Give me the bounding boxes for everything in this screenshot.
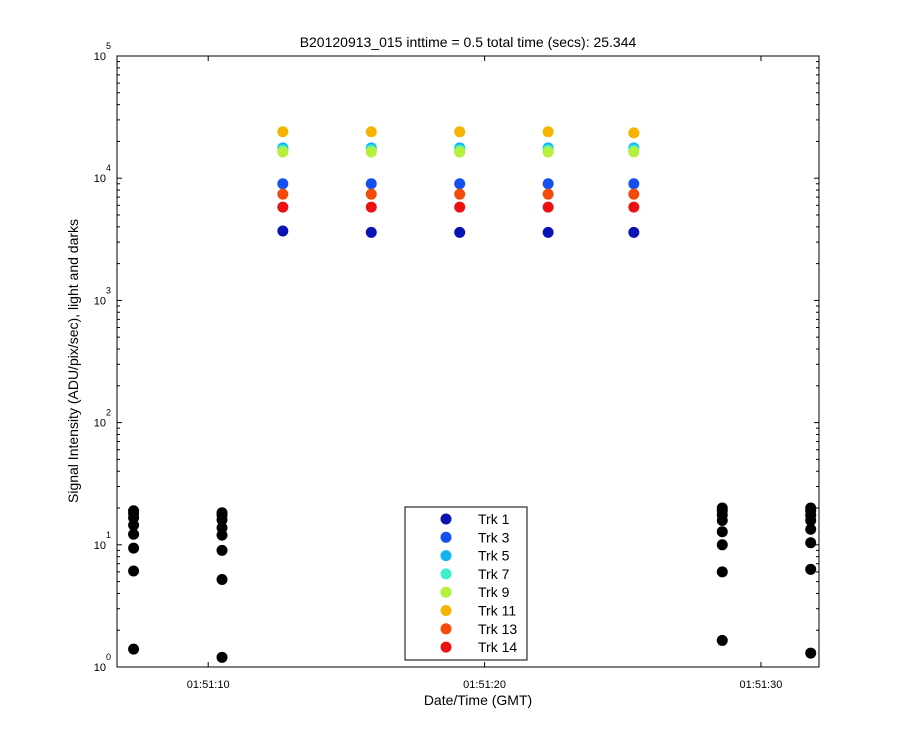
- legend-label: Trk 3: [478, 529, 510, 545]
- data-point: [365, 178, 377, 190]
- data-point: [628, 127, 640, 139]
- dark-point: [805, 537, 817, 549]
- y-tick-exponent: 0: [106, 652, 111, 662]
- legend-label: Trk 14: [478, 639, 517, 655]
- data-point: [454, 126, 466, 138]
- legend-marker: [440, 550, 452, 562]
- legend-box: [404, 506, 528, 661]
- dark-point: [716, 539, 728, 551]
- data-point: [454, 146, 466, 158]
- legend: Trk 1 Trk 3 Trk 5 Trk 7 Trk 9 Trk 11 Trk 13 Trk…: [404, 506, 528, 661]
- dark-point: [216, 507, 228, 519]
- y-tick-exponent: 4: [106, 163, 111, 173]
- x-tick-label: 01:51:30: [740, 679, 783, 691]
- data-point: [542, 126, 554, 138]
- data-point: [365, 126, 377, 138]
- legend-marker: [440, 531, 452, 543]
- data-point: [454, 188, 466, 200]
- dark-point: [716, 634, 728, 646]
- legend-label: Trk 7: [478, 566, 510, 582]
- data-points: [128, 126, 817, 663]
- y-tick-label: 10: [94, 418, 106, 430]
- dark-point: [216, 522, 228, 534]
- legend-marker: [440, 568, 452, 580]
- legend-label: Trk 11: [478, 603, 516, 619]
- data-point: [365, 226, 377, 238]
- y-tick-exponent: 1: [106, 530, 111, 540]
- dark-point: [805, 563, 817, 575]
- data-point: [628, 201, 640, 213]
- dark-point: [805, 523, 817, 535]
- data-point: [542, 201, 554, 213]
- data-point: [628, 188, 640, 200]
- data-point: [628, 146, 640, 158]
- dark-point: [128, 542, 140, 554]
- x-tick-label: 01:51:20: [463, 679, 506, 691]
- data-point: [454, 178, 466, 190]
- legend-label: Trk 9: [478, 584, 510, 600]
- dark-point: [128, 565, 140, 577]
- dark-point: [216, 651, 228, 663]
- y-tick-exponent: 2: [106, 408, 111, 418]
- dark-point: [716, 566, 728, 578]
- dark-point: [805, 647, 817, 659]
- legend-label: Trk 1: [478, 511, 510, 527]
- dark-point: [716, 526, 728, 538]
- legend-marker: [440, 605, 452, 616]
- y-tick-label: 10: [94, 540, 106, 552]
- data-point: [454, 226, 466, 238]
- y-tick-label: 10: [94, 662, 106, 674]
- y-tick-exponent: 3: [106, 285, 111, 295]
- dark-point: [716, 502, 728, 514]
- legend-marker: [440, 641, 452, 653]
- data-point: [277, 178, 289, 190]
- y-tick-exponent: 5: [106, 41, 111, 51]
- y-axis-label: Signal Intensity (ADU/pix/sec), light an…: [65, 219, 81, 503]
- legend-marker: [440, 513, 452, 525]
- data-point: [454, 201, 466, 213]
- data-point: [365, 188, 377, 200]
- y-tick-label: 10: [94, 295, 106, 307]
- data-point: [277, 201, 289, 213]
- x-axis-label: Date/Time (GMT): [424, 692, 532, 708]
- dark-point: [216, 574, 228, 586]
- y-tick-label: 10: [94, 51, 106, 63]
- dark-point: [128, 643, 140, 655]
- data-point: [628, 226, 640, 238]
- data-point: [277, 188, 289, 200]
- dark-point: [128, 528, 140, 540]
- dark-point: [805, 502, 817, 514]
- legend-label: Trk 13: [478, 621, 517, 637]
- data-point: [365, 146, 377, 158]
- data-point: [542, 226, 554, 238]
- legend-label: Trk 5: [478, 548, 510, 564]
- legend-marker: [440, 623, 452, 635]
- data-point: [277, 126, 289, 138]
- data-point: [277, 146, 289, 158]
- x-tick-label: 01:51:10: [187, 679, 230, 691]
- dark-point: [216, 544, 228, 556]
- data-point: [542, 178, 554, 190]
- dark-point: [128, 505, 140, 517]
- chart-title: B20120913_015 inttime = 0.5 total time (…: [300, 34, 637, 50]
- legend-marker: [440, 586, 452, 598]
- data-point: [277, 225, 289, 237]
- data-point: [542, 188, 554, 200]
- data-point: [542, 146, 554, 158]
- data-point: [628, 178, 640, 190]
- data-point: [365, 201, 377, 213]
- y-tick-label: 10: [94, 173, 106, 185]
